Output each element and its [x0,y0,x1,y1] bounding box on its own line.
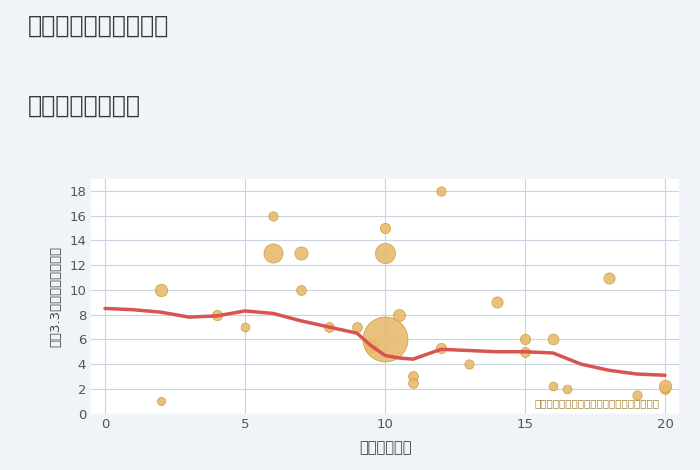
Text: 三重県伊賀市下友田の: 三重県伊賀市下友田の [28,14,169,38]
Point [407,379,419,386]
Point [603,274,615,282]
Point [267,249,279,257]
Point [267,212,279,219]
Point [463,360,475,368]
Point [155,398,167,405]
Point [659,383,671,390]
Point [435,345,447,352]
Point [155,286,167,294]
Point [519,336,531,343]
Point [379,336,391,343]
Point [561,385,573,392]
Point [659,385,671,392]
Point [547,383,559,390]
Point [631,392,643,399]
Point [295,286,307,294]
Point [365,342,377,349]
Point [491,298,503,306]
Point [407,373,419,380]
X-axis label: 駅距離（分）: 駅距離（分） [358,440,412,455]
Point [379,249,391,257]
Point [547,336,559,343]
Text: 円の大きさは、取引のあった物件面積を示す: 円の大きさは、取引のあった物件面積を示す [534,399,659,408]
Point [211,311,223,318]
Point [435,187,447,195]
Text: 駅距離別土地価格: 駅距離別土地価格 [28,94,141,118]
Point [519,348,531,355]
Point [295,249,307,257]
Point [323,323,335,331]
Point [393,311,405,318]
Y-axis label: 坪（3.3㎡）単価（万円）: 坪（3.3㎡）単価（万円） [49,245,62,347]
Point [379,224,391,232]
Point [239,323,251,331]
Point [351,323,363,331]
